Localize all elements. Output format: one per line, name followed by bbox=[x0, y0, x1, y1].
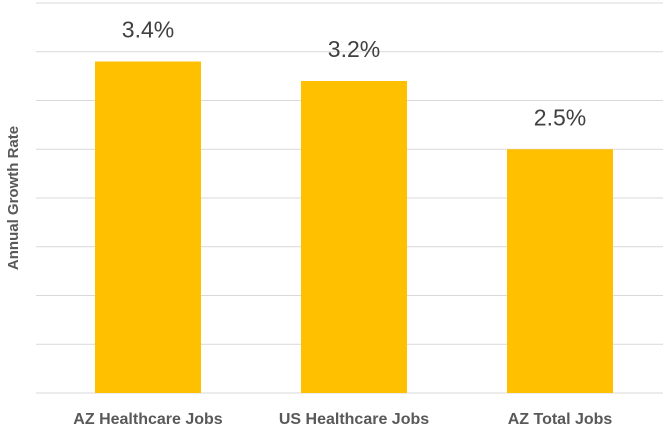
x-tick-label: AZ Total Jobs bbox=[508, 411, 613, 428]
data-label: 3.2% bbox=[328, 36, 380, 62]
data-label: 2.5% bbox=[534, 104, 586, 130]
bar bbox=[507, 149, 613, 393]
data-label: 3.4% bbox=[122, 17, 174, 43]
bar bbox=[301, 81, 407, 393]
x-tick-label: AZ Healthcare Jobs bbox=[73, 411, 222, 428]
y-axis-label: Annual Growth Rate bbox=[5, 126, 22, 270]
x-tick-label: US Healthcare Jobs bbox=[279, 411, 429, 428]
bar bbox=[95, 61, 201, 393]
